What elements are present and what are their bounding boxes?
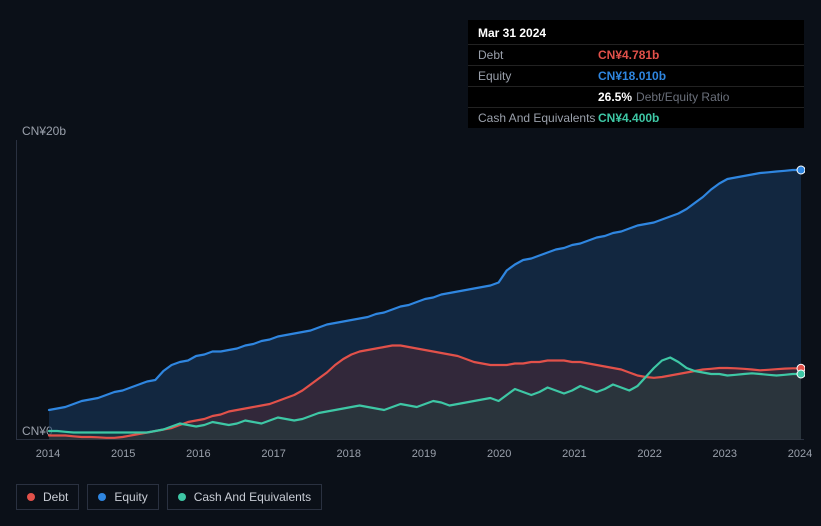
legend-dot-icon [98,493,106,501]
x-axis-labels: 2014 2015 2016 2017 2018 2019 2020 2021 2022 2023… [16,448,804,468]
legend-dot-icon [178,493,186,501]
tooltip-row: 26.5%Debt/Equity Ratio [468,86,804,107]
tooltip-row: DebtCN¥4.781b [468,44,804,65]
tooltip-row-value: CN¥18.010b [598,69,666,83]
tooltip-date: Mar 31 2024 [468,20,804,44]
chart-tooltip: Mar 31 2024 DebtCN¥4.781bEquityCN¥18.010… [468,20,804,128]
legend-item[interactable]: Debt [16,484,79,510]
tooltip-row: EquityCN¥18.010b [468,65,804,86]
legend-item-label: Equity [114,490,147,504]
tooltip-rows: DebtCN¥4.781bEquityCN¥18.010b26.5%Debt/E… [468,44,804,128]
chart-plot-area[interactable] [16,140,804,440]
tooltip-row-value: 26.5%Debt/Equity Ratio [598,90,729,104]
x-axis-tick: 2014 [36,448,60,460]
x-axis-tick: 2022 [637,448,661,460]
x-axis-tick: 2015 [111,448,135,460]
tooltip-row-label: Debt [478,48,598,62]
x-axis-tick: 2021 [562,448,586,460]
series-end-marker [797,370,805,378]
x-axis-tick: 2018 [337,448,361,460]
tooltip-row-label: Cash And Equivalents [478,111,598,125]
x-axis-tick: 2020 [487,448,511,460]
tooltip-row-value: CN¥4.400b [598,111,659,125]
legend-item-label: Debt [43,490,68,504]
y-axis-tick-top: CN¥20b [22,124,66,138]
chart-legend: Debt Equity Cash And Equivalents [16,484,322,510]
x-axis-tick: 2019 [412,448,436,460]
tooltip-row-suffix: Debt/Equity Ratio [636,90,729,104]
legend-dot-icon [27,493,35,501]
legend-item[interactable]: Equity [87,484,158,510]
tooltip-row: Cash And EquivalentsCN¥4.400b [468,107,804,128]
x-axis-tick: 2016 [186,448,210,460]
x-axis-tick: 2017 [261,448,285,460]
series-end-marker [797,166,805,174]
tooltip-row-value: CN¥4.781b [598,48,659,62]
x-axis-tick: 2023 [713,448,737,460]
legend-item[interactable]: Cash And Equivalents [167,484,322,510]
chart-svg [17,140,805,440]
tooltip-row-label [478,90,598,104]
x-axis-tick: 2024 [788,448,812,460]
tooltip-row-label: Equity [478,69,598,83]
legend-item-label: Cash And Equivalents [194,490,311,504]
